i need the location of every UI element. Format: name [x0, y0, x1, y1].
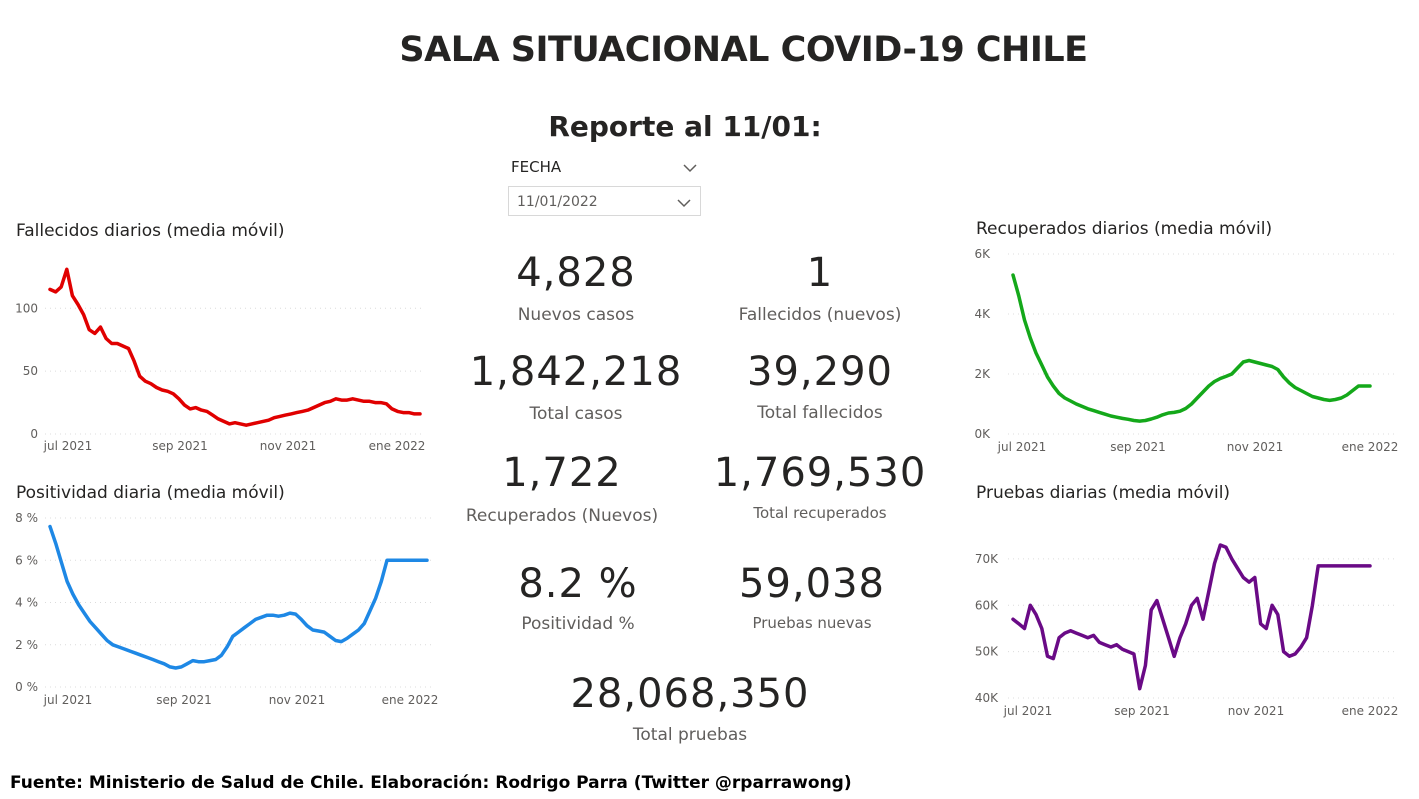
- x-tick-label: jul 2021: [997, 440, 1047, 454]
- x-tick-label: jul 2021: [43, 439, 93, 453]
- kpi-total-fallecidos-label: Total fallecidos: [757, 403, 883, 423]
- y-tick-label: 4K: [974, 307, 991, 321]
- report-date-heading: Reporte al 11/01:: [548, 110, 822, 143]
- pruebas-line-chart: 40K 50K 60K 70K jul 2021 sep 2021 nov 2021 ene …: [975, 543, 1399, 718]
- fallecidos-line-chart: 0 50 100 jul 2021 sep 2021 nov 2021 ene 2022: [15, 267, 426, 453]
- series-line-pruebas: [1011, 543, 1372, 691]
- chart-title-recuperados: Recuperados diarios (media móvil): [976, 219, 1273, 239]
- kpi-total-pruebas-value: 28,068,350: [570, 671, 810, 717]
- kpi-nuevos-casos-label: Nuevos casos: [517, 305, 635, 325]
- y-tick-label: 0: [30, 427, 38, 441]
- x-tick-label: nov 2021: [269, 693, 325, 707]
- x-tick-label: ene 2022: [1342, 704, 1399, 718]
- x-tick-label: jul 2021: [43, 693, 93, 707]
- y-tick-label: 8 %: [15, 511, 38, 525]
- kpi-nuevos-casos-value: 4,828: [516, 250, 636, 296]
- y-tick-label: 50: [23, 364, 38, 378]
- chart-title-positividad: Positividad diaria (media móvil): [16, 483, 285, 503]
- y-tick-label: 2 %: [15, 638, 38, 652]
- chart-title-pruebas: Pruebas diarias (media móvil): [976, 483, 1231, 503]
- y-tick-label: 60K: [975, 598, 999, 612]
- y-tick-label: 2K: [974, 367, 991, 381]
- positividad-line-chart: 0 % 2 % 4 % 6 % 8 % jul 2021 sep 2021 nov 2021 e…: [15, 511, 439, 707]
- chart-title-fallecidos: Fallecidos diarios (media móvil): [16, 221, 285, 241]
- kpi-recuperados-nuevos-value: 1,722: [502, 450, 622, 496]
- y-tick-label: 6 %: [15, 553, 38, 567]
- date-dropdown[interactable]: 11/01/2022: [508, 186, 701, 216]
- x-tick-label: ene 2022: [1342, 440, 1399, 454]
- x-tick-label: sep 2021: [1110, 440, 1166, 454]
- chevron-down-icon[interactable]: [676, 195, 692, 211]
- y-tick-label: 100: [15, 301, 38, 315]
- x-tick-label: jul 2021: [1003, 704, 1053, 718]
- page-title: SALA SITUACIONAL COVID-19 CHILE: [399, 30, 1088, 70]
- slicer-collapse-chevron-icon[interactable]: [682, 160, 698, 176]
- x-tick-label: sep 2021: [156, 693, 212, 707]
- source-footer: Fuente: Ministerio de Salud de Chile. El…: [10, 773, 852, 793]
- kpi-positividad-value: 8.2 %: [518, 561, 638, 607]
- x-tick-label: sep 2021: [152, 439, 208, 453]
- y-tick-label: 70K: [975, 552, 999, 566]
- kpi-total-fallecidos-value: 39,290: [747, 349, 893, 395]
- y-tick-label: 50K: [975, 645, 999, 659]
- kpi-positividad-label: Positividad %: [521, 614, 635, 634]
- x-tick-label: nov 2021: [1227, 440, 1283, 454]
- date-slicer-label: FECHA: [511, 158, 562, 176]
- series-line-fallecidos: [48, 267, 422, 427]
- kpi-pruebas-nuevas-label: Pruebas nuevas: [752, 614, 872, 632]
- x-tick-label: nov 2021: [1228, 704, 1284, 718]
- series-line-recuperados: [1011, 273, 1372, 423]
- x-tick-label: ene 2022: [369, 439, 426, 453]
- kpi-recuperados-nuevos-label: Recuperados (Nuevos): [465, 506, 659, 526]
- x-tick-label: nov 2021: [260, 439, 316, 453]
- y-tick-label: 4 %: [15, 596, 38, 610]
- y-tick-label: 40K: [975, 691, 999, 705]
- kpi-total-casos-label: Total casos: [529, 404, 623, 424]
- recuperados-line-chart: 0K 2K 4K 6K jul 2021 sep 2021 nov 2021 ene 2022: [974, 247, 1399, 454]
- kpi-total-recuperados-value: 1,769,530: [713, 450, 927, 496]
- kpi-total-recuperados-label: Total recuperados: [753, 504, 887, 522]
- kpi-pruebas-nuevas-value: 59,038: [739, 561, 885, 607]
- x-tick-label: ene 2022: [382, 693, 439, 707]
- kpi-total-casos-value: 1,842,218: [469, 349, 683, 395]
- y-tick-label: 0K: [974, 427, 991, 441]
- date-dropdown-value: 11/01/2022: [517, 194, 598, 210]
- kpi-fallecidos-nuevos-value: 1: [806, 250, 834, 296]
- series-line-positividad: [48, 524, 429, 670]
- y-tick-label: 6K: [974, 247, 991, 261]
- y-tick-label: 0 %: [15, 680, 38, 694]
- kpi-total-pruebas-label: Total pruebas: [632, 725, 748, 745]
- x-tick-label: sep 2021: [1114, 704, 1170, 718]
- kpi-fallecidos-nuevos-label: Fallecidos (nuevos): [738, 305, 902, 325]
